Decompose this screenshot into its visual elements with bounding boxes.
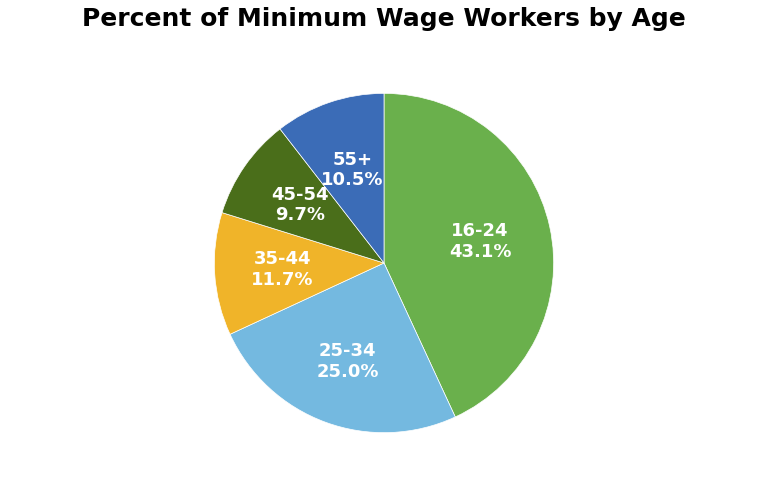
Wedge shape — [214, 213, 384, 334]
Wedge shape — [280, 94, 384, 263]
Wedge shape — [384, 94, 554, 417]
Text: 35-44
11.7%: 35-44 11.7% — [251, 250, 313, 289]
Text: 25-34
25.0%: 25-34 25.0% — [316, 342, 379, 381]
Title: Percent of Minimum Wage Workers by Age: Percent of Minimum Wage Workers by Age — [82, 7, 686, 31]
Text: 16-24
43.1%: 16-24 43.1% — [449, 222, 511, 261]
Text: 55+
10.5%: 55+ 10.5% — [321, 150, 383, 189]
Text: 45-54
9.7%: 45-54 9.7% — [272, 186, 329, 225]
Wedge shape — [222, 129, 384, 263]
Wedge shape — [230, 263, 455, 433]
